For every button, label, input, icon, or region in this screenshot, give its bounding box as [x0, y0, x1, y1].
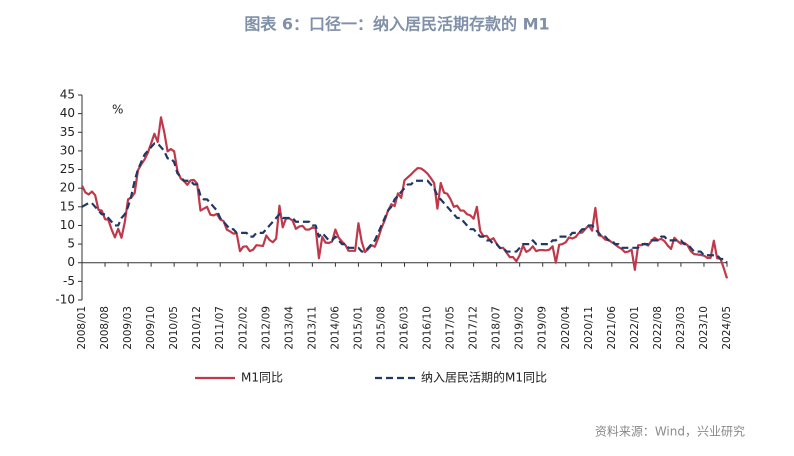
- y-tick-label: 10: [60, 218, 75, 232]
- chart-title: 图表 6：口径一：纳入居民活期存款的 M1: [244, 15, 549, 34]
- x-tick-label: 2017/12: [468, 306, 480, 350]
- x-tick-label: 2010/12: [191, 306, 203, 350]
- x-tick-label: 2008/08: [99, 306, 111, 350]
- x-tick-label: 2023/10: [698, 306, 710, 350]
- x-tick-label: 2015/08: [375, 306, 387, 350]
- x-tick-label: 2008/01: [76, 306, 88, 350]
- x-tick-label: 2012/09: [260, 306, 272, 350]
- x-tick-label: 2017/05: [445, 306, 457, 350]
- x-tick-label: 2016/10: [422, 306, 434, 350]
- y-tick-label: 45: [60, 88, 75, 102]
- x-tick-label: 2011/07: [214, 306, 226, 350]
- x-tick-label: 2012/02: [237, 306, 249, 350]
- x-tick-label: 2019/02: [514, 306, 526, 350]
- y-tick-label: 15: [60, 199, 75, 213]
- x-tick-label: 2022/08: [652, 306, 664, 350]
- x-tick-label: 2016/03: [399, 306, 411, 350]
- x-tick-label: 2022/01: [629, 306, 641, 350]
- series-line: [81, 116, 729, 279]
- series-line: [81, 142, 728, 264]
- y-tick-label: 35: [60, 125, 75, 139]
- x-tick-label: 2018/07: [491, 306, 503, 350]
- x-tick-label: 2009/10: [145, 306, 157, 350]
- x-tick-label: 2020/04: [560, 306, 572, 350]
- unit-label: %: [112, 103, 123, 117]
- x-tick-label: 2021/06: [606, 306, 618, 350]
- x-tick-label: 2023/03: [675, 306, 687, 350]
- x-tick-label: 2019/09: [537, 306, 549, 350]
- x-tick-label: 2013/04: [283, 306, 295, 350]
- x-tick-label: 2014/06: [329, 306, 341, 350]
- legend-label: 纳入居民活期的M1同比: [421, 370, 547, 385]
- y-tick-label: 0: [67, 255, 75, 269]
- x-tick-label: 2013/11: [306, 306, 318, 350]
- x-tick-label: 2020/11: [583, 306, 595, 350]
- x-tick-label: 2009/03: [122, 306, 134, 350]
- source-note: 资料来源：Wind，兴业研究: [595, 424, 745, 439]
- y-tick-label: 30: [60, 143, 75, 157]
- x-tick-label: 2010/05: [168, 306, 180, 350]
- y-tick-label: 5: [67, 237, 75, 251]
- y-tick-label: 20: [60, 181, 75, 195]
- legend-label: M1同比: [241, 371, 283, 385]
- y-tick-label: -5: [63, 274, 75, 288]
- x-tick-label: 2024/05: [721, 306, 733, 350]
- y-tick-label: -10: [55, 293, 75, 307]
- y-tick-label: 25: [60, 162, 75, 176]
- y-tick-label: 40: [60, 106, 75, 120]
- x-tick-label: 2015/01: [352, 306, 364, 350]
